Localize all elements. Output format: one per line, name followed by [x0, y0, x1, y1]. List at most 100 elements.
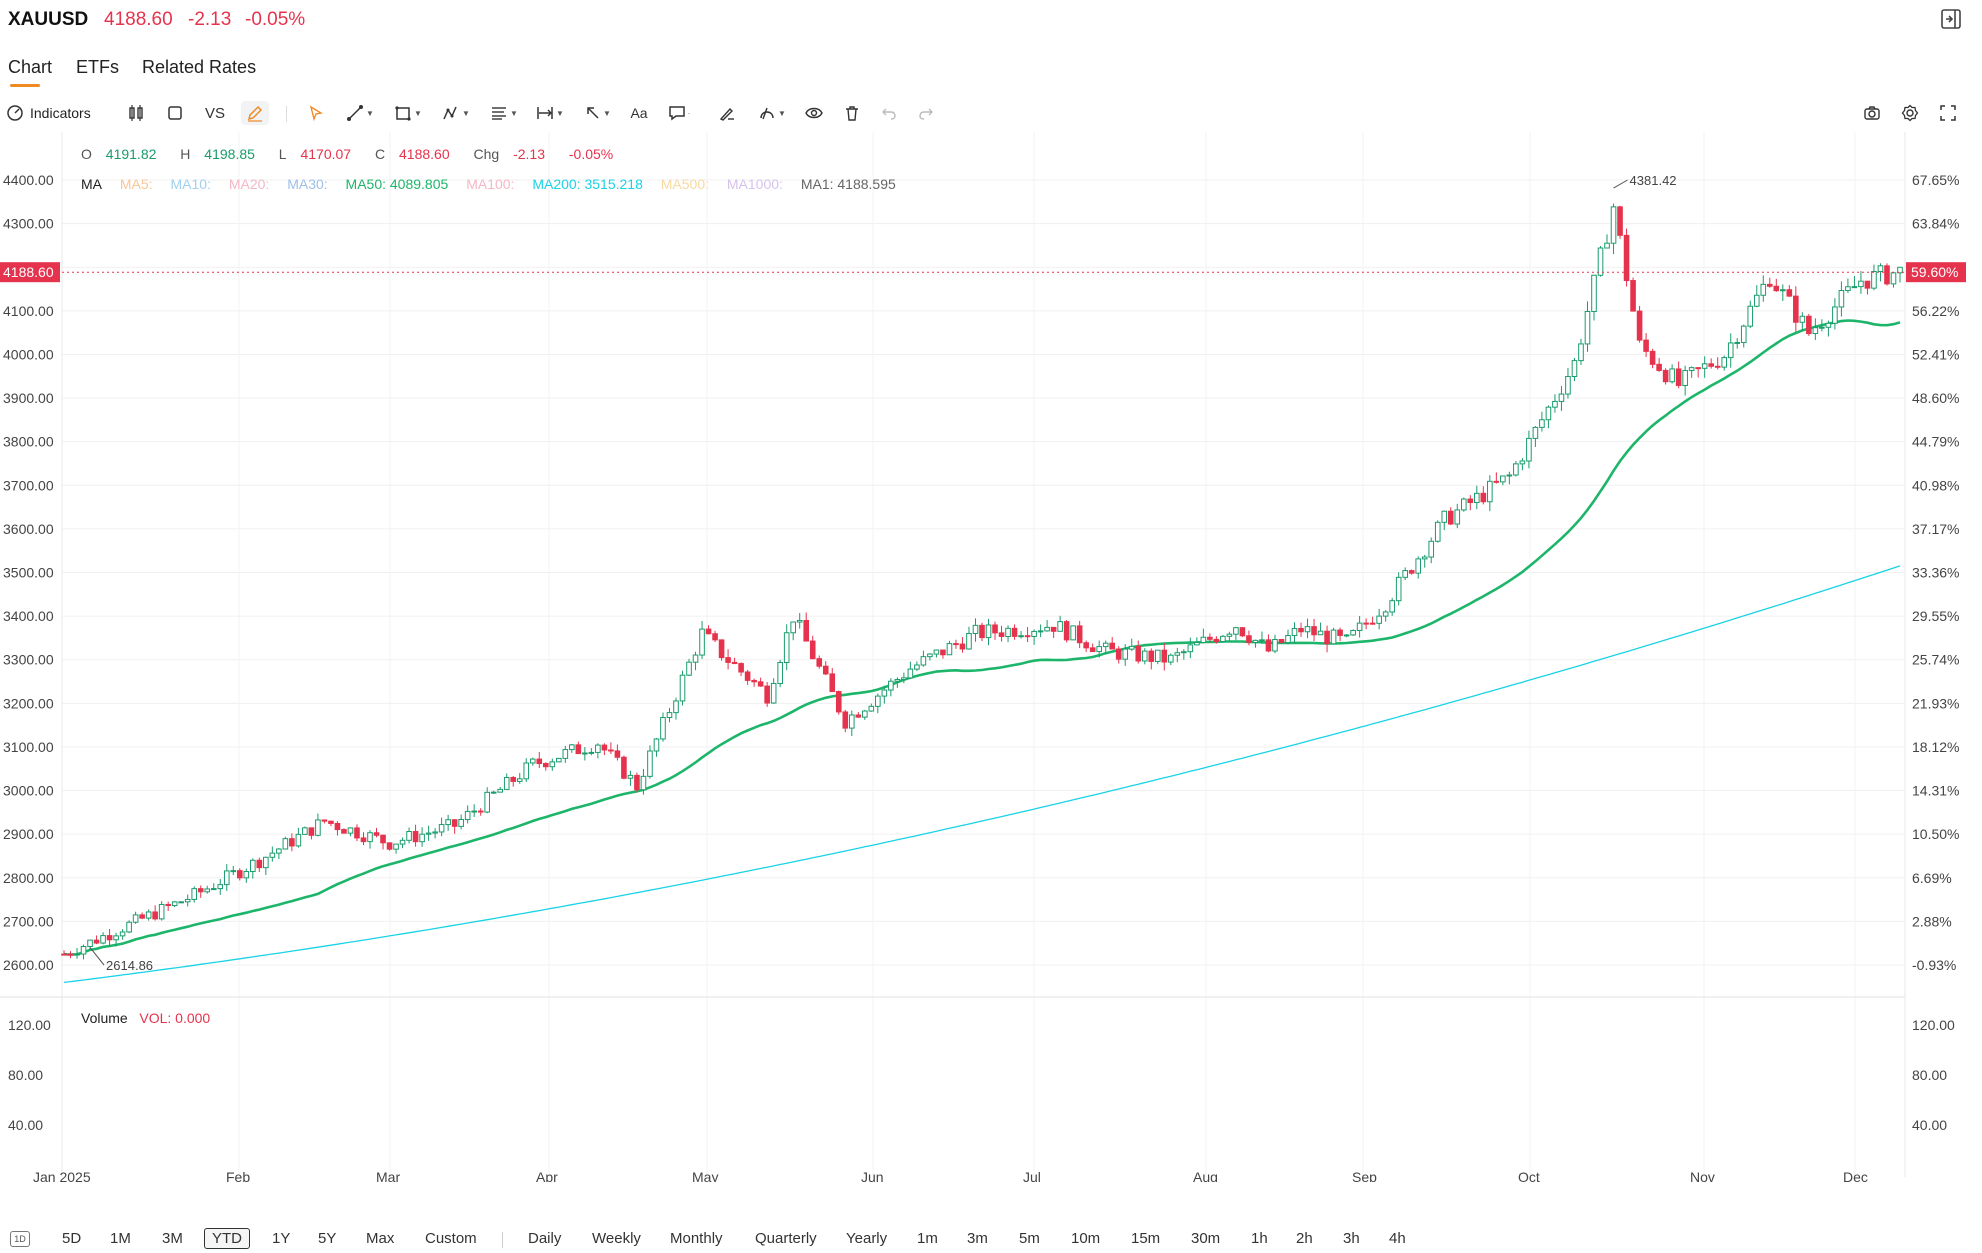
- collapse-panel-icon[interactable]: [1940, 8, 1962, 30]
- candle-type-button[interactable]: [124, 101, 148, 125]
- brush-tool[interactable]: [714, 101, 740, 125]
- candle-up: [1441, 510, 1448, 523]
- candle-down: [1369, 622, 1376, 625]
- screenshot-button[interactable]: [1860, 101, 1884, 125]
- price-axis-left: 4400.004300.004200.004100.004000.003900.…: [3, 172, 54, 973]
- arrow-tool[interactable]: ▼: [580, 101, 616, 125]
- candle-down: [197, 888, 204, 893]
- indicators-button[interactable]: Indicators: [6, 101, 106, 125]
- range-1m[interactable]: 1M: [110, 1230, 131, 1247]
- drawing-tools-button[interactable]: [241, 101, 269, 125]
- tab-chart[interactable]: Chart: [8, 57, 53, 77]
- redo-button[interactable]: [914, 101, 938, 125]
- delete-drawings-button[interactable]: [840, 101, 864, 125]
- interval-daily[interactable]: Daily: [528, 1230, 562, 1247]
- tab-related-rates[interactable]: Related Rates: [142, 57, 257, 77]
- layout-button[interactable]: [163, 101, 187, 125]
- candle-up: [1187, 644, 1194, 653]
- price-tick-label: 4000.00: [3, 346, 54, 362]
- candle-down: [1109, 642, 1116, 650]
- fibonacci-tool[interactable]: ▼: [486, 101, 522, 125]
- pattern-tool[interactable]: ▼: [438, 101, 474, 125]
- indicators-icon: [7, 105, 23, 121]
- interval-weekly[interactable]: Weekly: [592, 1230, 641, 1247]
- candle-up: [1460, 498, 1467, 511]
- candle-down: [959, 643, 966, 650]
- magnet-icon: [760, 107, 774, 120]
- candle-down: [822, 665, 829, 675]
- candle-down: [1675, 368, 1682, 386]
- fib-icon: [492, 107, 507, 120]
- measure-tool[interactable]: ▼: [532, 101, 568, 125]
- volume-value: VOL: 0.000: [139, 1010, 211, 1026]
- range-1y[interactable]: 1Y: [272, 1230, 291, 1247]
- range-3m[interactable]: 3M: [162, 1230, 183, 1247]
- candle-up: [263, 856, 269, 869]
- candle-down: [992, 624, 998, 634]
- eye-icon: [805, 107, 823, 119]
- time-tick-label: Mar: [376, 1169, 400, 1182]
- candle-up: [1500, 475, 1506, 483]
- interval-2h[interactable]: 2h: [1296, 1230, 1313, 1247]
- cursor-tool[interactable]: [304, 101, 328, 125]
- candle-up: [1220, 635, 1226, 642]
- candle-up: [119, 931, 126, 937]
- interval-3h[interactable]: 3h: [1343, 1230, 1360, 1247]
- interval-15m[interactable]: 15m: [1131, 1230, 1161, 1247]
- candle-down: [256, 859, 263, 869]
- price-tick-label: 2800.00: [3, 870, 54, 886]
- range-custom[interactable]: Custom: [425, 1230, 477, 1247]
- candle-down: [152, 911, 158, 920]
- range-ytd[interactable]: YTD: [204, 1228, 250, 1249]
- range-max[interactable]: Max: [366, 1230, 395, 1247]
- interval-5m[interactable]: 5m: [1019, 1230, 1040, 1247]
- interval-4h[interactable]: 4h: [1389, 1230, 1406, 1247]
- text-tool[interactable]: Aa: [630, 105, 648, 121]
- range-5d[interactable]: 5D: [62, 1230, 82, 1247]
- candle-up: [927, 653, 933, 658]
- interval-monthly[interactable]: Monthly: [670, 1230, 723, 1247]
- candle-up: [653, 738, 660, 752]
- interval-3m[interactable]: 3m: [967, 1230, 988, 1247]
- chart-toolbar: Indicators VS ▼ ▼ ▼ ▼ ▼ ▼ Aa · ▼: [0, 98, 1982, 128]
- percent-tick-label: 25.74%: [1912, 652, 1959, 668]
- interval-yearly[interactable]: Yearly: [846, 1230, 888, 1247]
- candle-up: [1421, 556, 1428, 560]
- candle-up: [1174, 652, 1181, 656]
- candle-down: [1447, 510, 1454, 525]
- interval-1m[interactable]: 1m: [917, 1230, 938, 1247]
- trendline-tool[interactable]: ▼: [342, 101, 378, 125]
- interval-10m[interactable]: 10m: [1071, 1230, 1101, 1247]
- time-tick-label: Feb: [226, 1169, 250, 1182]
- time-tick-label: May: [692, 1169, 718, 1182]
- candle-down: [1076, 625, 1083, 644]
- undo-button[interactable]: [877, 101, 901, 125]
- candle-up: [1877, 265, 1884, 272]
- candle-down: [725, 657, 731, 663]
- ma50-path: [63, 319, 1901, 956]
- time-tick-label: Nov: [1690, 1169, 1715, 1182]
- candle-up: [868, 705, 875, 712]
- candle-down: [106, 935, 113, 941]
- calendar-icon[interactable]: 1D: [10, 1231, 30, 1247]
- magnet-tool[interactable]: ▼: [754, 101, 790, 125]
- ma200-line: [63, 565, 1901, 984]
- price-chart[interactable]: 4400.004300.004200.004100.004000.003900.…: [0, 132, 1982, 1182]
- range-5y[interactable]: 5Y: [318, 1230, 337, 1247]
- compare-button[interactable]: VS: [204, 104, 225, 122]
- comment-tool[interactable]: ·: [664, 101, 694, 125]
- interval-30m[interactable]: 30m: [1191, 1230, 1221, 1247]
- candle-down: [842, 711, 849, 729]
- time-tick-label: Dec: [1843, 1169, 1868, 1182]
- chart-settings-button[interactable]: [1898, 101, 1922, 125]
- visibility-toggle[interactable]: [802, 101, 826, 125]
- shape-tool[interactable]: ▼: [390, 101, 426, 125]
- percent-tick-label: 56.22%: [1912, 303, 1959, 319]
- fullscreen-button[interactable]: [1936, 101, 1960, 125]
- interval-quarterly[interactable]: Quarterly: [755, 1230, 817, 1247]
- candle-down: [764, 685, 770, 704]
- candle-down: [1050, 626, 1057, 632]
- candle-up: [1200, 636, 1207, 644]
- tab-etfs[interactable]: ETFs: [76, 57, 119, 77]
- interval-1h[interactable]: 1h: [1251, 1230, 1268, 1247]
